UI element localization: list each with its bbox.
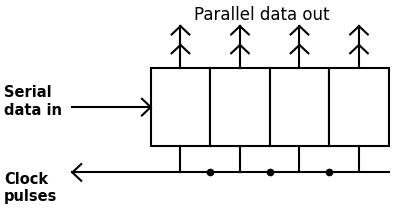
Text: Parallel data out: Parallel data out (193, 6, 328, 24)
Text: Clock
pulses: Clock pulses (4, 172, 57, 204)
Bar (328, 68, 388, 146)
Text: Serial
data in: Serial data in (4, 85, 62, 118)
Bar (210, 68, 269, 146)
Bar (150, 68, 210, 146)
Bar (269, 68, 328, 146)
